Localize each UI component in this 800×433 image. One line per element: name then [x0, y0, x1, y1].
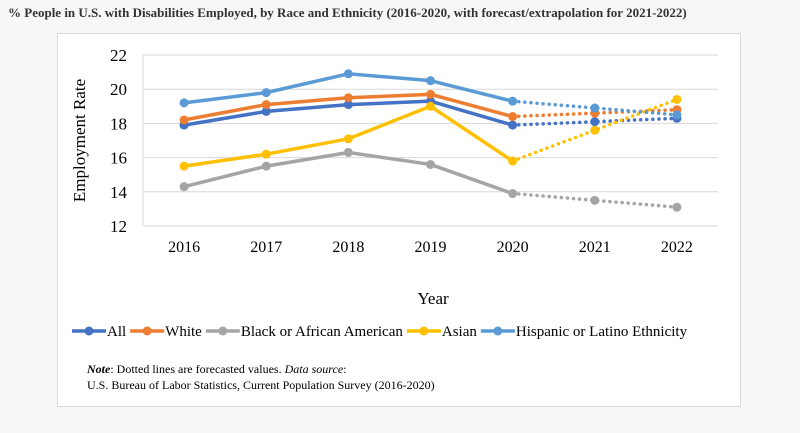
data-point	[508, 156, 518, 166]
series-lines	[179, 69, 682, 212]
legend: All White Black or African American Asian Hi…	[72, 324, 688, 340]
legend-item: White	[130, 324, 202, 340]
series-group	[179, 147, 682, 212]
legend-swatch-marker	[142, 326, 152, 336]
data-point	[343, 69, 353, 79]
data-point	[672, 94, 682, 104]
data-point	[590, 103, 600, 113]
series-group	[179, 89, 682, 125]
data-point	[343, 93, 353, 103]
legend-item: Asian	[406, 324, 477, 340]
data-point	[590, 117, 600, 127]
page-title: % People in U.S. with Disabilities Emplo…	[8, 5, 687, 20]
x-tick-label: 2018	[332, 239, 364, 256]
legend-swatch-marker	[218, 326, 228, 336]
data-point	[179, 98, 189, 108]
y-tick-label: 14	[110, 183, 128, 202]
data-point	[343, 134, 353, 144]
y-tick-label: 18	[110, 114, 127, 133]
data-point	[426, 101, 435, 111]
legend-swatch-marker	[493, 326, 503, 336]
data-point	[261, 149, 271, 159]
x-tick-label: 2016	[168, 239, 200, 256]
data-point	[179, 115, 189, 125]
x-tick-label: 2020	[497, 239, 529, 256]
data-point	[508, 96, 518, 106]
legend-swatch-marker	[84, 326, 94, 336]
legend-label: Hispanic or Latino Ethnicity	[516, 324, 688, 340]
data-point	[426, 89, 435, 99]
legend-label: All	[107, 324, 126, 340]
note-text: : Dotted lines are forecasted values.	[110, 362, 285, 376]
data-point	[508, 120, 518, 130]
data-point	[508, 112, 518, 122]
data-point	[508, 189, 518, 199]
data-point	[672, 110, 682, 120]
series-group	[179, 69, 682, 120]
chart-panel: 12 14 16 18 20 22 2016 2017 2018 2019 2020 2021 2022…	[57, 33, 741, 407]
x-tick-label: 2021	[579, 239, 611, 256]
data-point	[426, 76, 435, 86]
legend-label: Black or African American	[241, 324, 404, 340]
note-source-label: Data source	[284, 362, 344, 376]
data-point	[343, 147, 353, 157]
legend-item: All	[72, 324, 126, 340]
data-point	[672, 202, 682, 212]
x-tick-label: 2017	[250, 239, 282, 256]
data-point	[590, 125, 600, 135]
y-tick-label: 12	[110, 217, 127, 236]
series-line-forecast	[510, 97, 679, 163]
legend-item: Black or African American	[205, 324, 404, 340]
data-point	[261, 161, 271, 171]
x-tick-label: 2019	[415, 239, 447, 256]
legend-label: White	[165, 324, 202, 340]
legend-swatch-marker	[419, 326, 429, 336]
data-point	[261, 100, 271, 110]
x-tick-label: 2022	[661, 239, 693, 256]
legend-label: Asian	[442, 324, 477, 340]
y-axis-title: Employment Rate	[70, 79, 89, 202]
note-source: U.S. Bureau of Labor Statistics, Current…	[87, 378, 435, 392]
data-point	[179, 161, 189, 171]
y-tick-label: 22	[110, 46, 127, 65]
data-point	[261, 88, 271, 98]
x-axis-title: Year	[417, 289, 449, 308]
series-group	[179, 96, 682, 130]
y-tick-label: 20	[110, 80, 127, 99]
note-source-colon: :	[343, 362, 347, 376]
data-point	[590, 195, 600, 205]
data-point	[261, 106, 271, 116]
legend-item: Hispanic or Latino Ethnicity	[480, 324, 688, 340]
y-tick-label: 16	[110, 149, 127, 168]
series-group	[179, 94, 682, 171]
data-point	[343, 100, 353, 110]
data-point	[179, 182, 189, 192]
chart-note: Note: Dotted lines are forecasted values…	[87, 361, 435, 393]
data-point	[426, 159, 435, 169]
note-label: Note	[87, 362, 111, 376]
